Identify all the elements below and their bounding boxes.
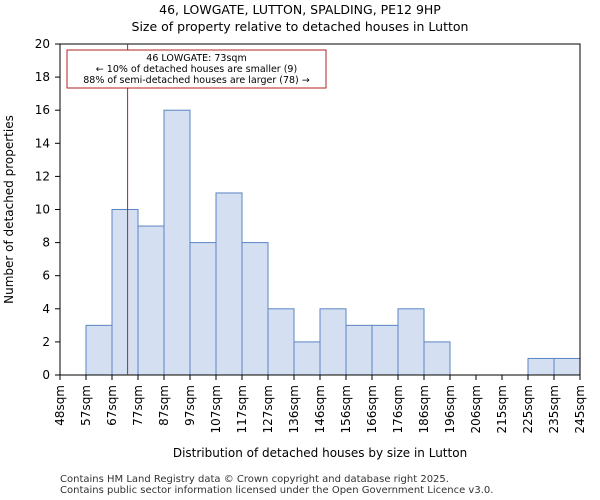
x-tick-label: 156sqm bbox=[339, 385, 353, 433]
y-tick-label: 0 bbox=[42, 368, 50, 382]
footer-licence: Contains public sector information licen… bbox=[60, 485, 494, 496]
x-tick-label: 87sqm bbox=[157, 385, 171, 426]
x-tick-label: 196sqm bbox=[443, 385, 457, 433]
x-tick-label: 176sqm bbox=[391, 385, 405, 433]
plot-frame bbox=[59, 43, 581, 376]
bar-186sqm bbox=[423, 341, 451, 376]
bar-107sqm bbox=[215, 192, 243, 376]
annotation-title: 46 LOWGATE: 73sqm bbox=[146, 53, 246, 64]
x-tick-label: 117sqm bbox=[235, 385, 249, 433]
bar-176sqm bbox=[397, 308, 425, 376]
bar-117sqm bbox=[241, 242, 269, 376]
y-tick-label: 20 bbox=[35, 37, 50, 51]
x-tick-label: 225sqm bbox=[521, 385, 535, 433]
x-tick-label: 245sqm bbox=[573, 385, 587, 433]
x-tick-label: 97sqm bbox=[183, 385, 197, 426]
y-tick-label: 16 bbox=[35, 103, 50, 117]
chart-title: 46, LOWGATE, LUTTON, SPALDING, PE12 9HP bbox=[159, 2, 441, 17]
bar-67sqm bbox=[111, 209, 139, 376]
x-tick-label: 107sqm bbox=[209, 385, 223, 433]
y-tick-label: 10 bbox=[35, 203, 50, 217]
y-tick-label: 4 bbox=[42, 302, 50, 316]
bar-127sqm bbox=[267, 308, 295, 376]
chart-subtitle: Size of property relative to detached ho… bbox=[131, 19, 469, 34]
bar-156sqm bbox=[345, 324, 373, 376]
x-tick-label: 166sqm bbox=[365, 385, 379, 433]
x-tick-label: 48sqm bbox=[53, 385, 67, 426]
x-tick-label: 215sqm bbox=[495, 385, 509, 433]
y-tick-label: 6 bbox=[42, 269, 50, 283]
annotation-box bbox=[66, 49, 327, 89]
bar-225sqm bbox=[527, 357, 555, 376]
x-tick-label: 67sqm bbox=[105, 385, 119, 426]
x-tick-label: 235sqm bbox=[547, 385, 561, 433]
x-axis-label: Distribution of detached houses by size … bbox=[173, 446, 467, 460]
annotation-smaller: ← 10% of detached houses are smaller (9) bbox=[96, 64, 297, 75]
y-tick-label: 18 bbox=[35, 70, 50, 84]
bar-87sqm bbox=[163, 109, 191, 376]
x-tick-label: 206sqm bbox=[469, 385, 483, 433]
bar-97sqm bbox=[189, 242, 217, 376]
y-tick-label: 14 bbox=[35, 136, 50, 150]
x-tick-label: 77sqm bbox=[131, 385, 145, 426]
bar-77sqm bbox=[137, 225, 165, 376]
bar-146sqm bbox=[319, 308, 347, 376]
annotation-larger: 88% of semi-detached houses are larger (… bbox=[83, 75, 310, 86]
x-tick-label: 127sqm bbox=[261, 385, 275, 433]
y-axis-label: Number of detached properties bbox=[2, 115, 16, 304]
x-tick-label: 186sqm bbox=[417, 385, 431, 433]
bar-235sqm bbox=[553, 357, 581, 376]
x-tick-label: 146sqm bbox=[313, 385, 327, 433]
x-tick-label: 57sqm bbox=[79, 385, 93, 426]
x-tick-label: 136sqm bbox=[287, 385, 301, 433]
footer-copyright: Contains HM Land Registry data © Crown c… bbox=[60, 474, 449, 485]
bar-136sqm bbox=[293, 341, 321, 376]
y-tick-label: 2 bbox=[42, 335, 50, 349]
y-tick-label: 8 bbox=[42, 236, 50, 250]
y-tick-label: 12 bbox=[35, 169, 50, 183]
bar-57sqm bbox=[85, 324, 113, 376]
bar-166sqm bbox=[371, 324, 399, 376]
